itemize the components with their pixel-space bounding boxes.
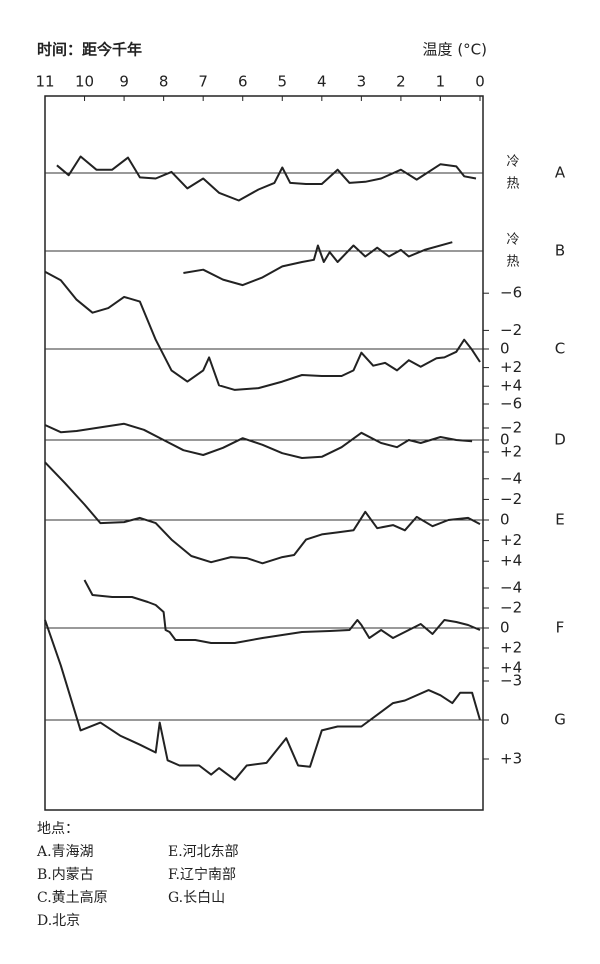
x-axis-title: 时间：距今千年 [37,41,142,59]
y-tick-label: +2 [500,443,522,461]
y-tick-label: −2 [500,419,522,437]
y-tick-label: −2 [500,321,522,339]
x-tick-label: 11 [35,73,54,91]
x-tick-label: 8 [159,73,169,91]
y-tick-label: +2 [500,639,522,657]
x-tick-label: 9 [119,73,129,91]
x-tick-label: 10 [75,73,94,91]
y-tick-label: 热 [506,255,519,270]
y-tick-label: +2 [500,531,522,549]
y-tick-label: −3 [500,672,522,690]
y-tick-label: 0 [500,511,510,529]
y-tick-label: 冷 [506,155,519,170]
temperature-curve [44,461,481,565]
legend-item: C.黄土高原 [37,889,108,906]
legend-item: G.长白山 [168,890,225,906]
panel-label: B [555,242,565,260]
temperature-curve [44,422,473,459]
temperature-curve [56,155,477,202]
y-tick-label: +3 [500,750,522,768]
y-tick-label: −4 [500,469,522,487]
legend-item: B.内蒙古 [37,867,94,883]
legend-item: E.河北东部 [168,844,239,860]
temperature-curve [183,241,453,287]
y-tick-label: −4 [500,579,522,597]
x-tick-label: 7 [198,73,208,91]
x-tick-label: 5 [277,73,287,91]
y-tick-label: 0 [500,619,510,637]
y-tick-label: +4 [500,377,522,395]
y-tick-label: 热 [506,177,519,192]
y-tick-label: 冷 [506,233,519,248]
panel-label: E [555,511,564,529]
legend: 地点： A.青海湖 B.内蒙古 C.黄土高原 D.北京 E.河北东部 F.辽宁南部 G.长白… [36,821,239,929]
y-axis-title: 温度 (°C) [423,41,487,59]
y-tick-label: −2 [500,490,522,508]
x-tick-label: 3 [357,73,367,91]
y-tick-label: 0 [500,711,510,729]
temperature-curve [44,619,481,781]
x-tick-label: 6 [238,73,248,91]
panel-label: F [556,619,565,637]
legend-item: A.青海湖 [36,844,94,860]
y-tick-label: −6 [500,395,522,413]
y-tick-label: −6 [500,284,522,302]
panel-label: G [554,711,566,729]
y-tick-label: 0 [500,340,510,358]
x-tick-label: 1 [436,73,446,91]
y-tick-label: +4 [500,659,522,677]
legend-item: F.辽宁南部 [168,866,236,883]
temperature-curve [44,270,481,391]
y-tick-label: 0 [500,431,510,449]
temperature-curve [83,579,481,644]
plot-frame [44,95,484,811]
legend-title: 地点： [37,821,79,837]
y-tick-label: −2 [500,599,522,617]
panel-label: C [555,340,565,358]
y-tick-label: +4 [500,552,522,570]
x-tick-label: 0 [475,73,485,91]
x-tick-label: 4 [317,73,327,91]
panel-label: A [555,164,566,182]
x-tick-label: 2 [396,73,406,91]
legend-item: D.北京 [37,913,80,929]
panel-label: D [554,431,566,449]
y-tick-label: +2 [500,358,522,376]
